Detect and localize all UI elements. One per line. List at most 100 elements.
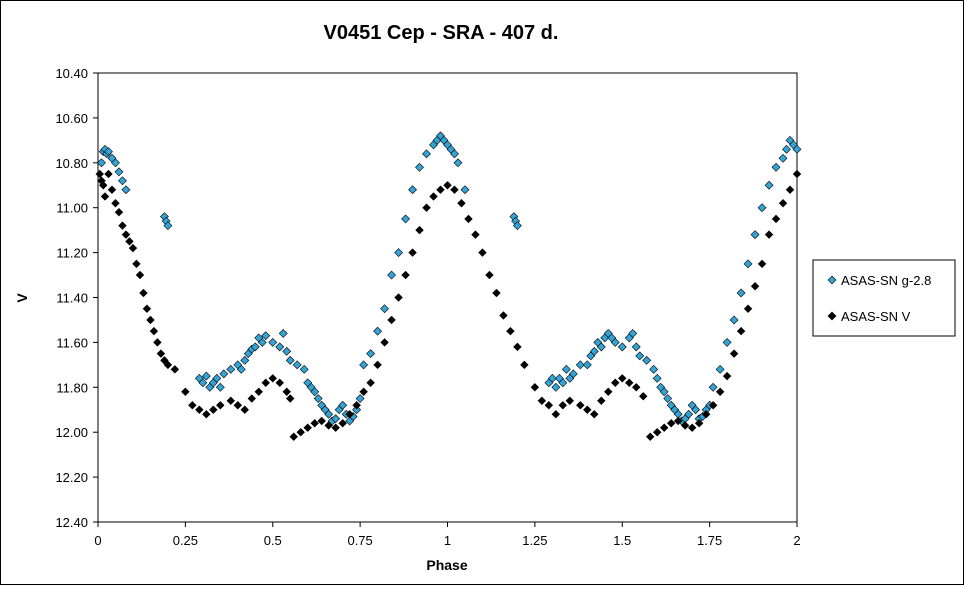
x-tick-label: 0.75: [347, 533, 372, 548]
data-point-v: [296, 427, 305, 437]
data-point-g: [460, 185, 470, 195]
data-point-v: [792, 169, 802, 179]
data-point-g: [380, 304, 390, 314]
data-point-g: [408, 185, 417, 195]
data-point-v: [513, 342, 522, 352]
x-tick-label: 2: [793, 533, 800, 548]
data-point-v: [450, 185, 459, 195]
data-point-v: [687, 423, 697, 432]
data-point-v: [153, 338, 162, 347]
data-point-g: [652, 373, 662, 383]
data-point-v: [111, 198, 120, 208]
legend-label-g: ASAS-SN g-2.8: [841, 273, 931, 288]
chart-title: V0451 Cep - SRA - 407 d.: [324, 22, 559, 44]
data-point-g: [561, 364, 571, 374]
data-point-g: [782, 144, 791, 154]
data-point-v: [499, 311, 508, 320]
data-point-g: [575, 360, 585, 370]
y-tick-label: 10.40: [55, 66, 88, 81]
data-point-g: [422, 149, 431, 159]
data-point-v: [764, 230, 774, 239]
data-point-g: [729, 315, 739, 325]
data-point-g: [111, 158, 120, 168]
data-point-g: [596, 342, 606, 352]
data-point-v: [485, 270, 494, 280]
data-point-g: [642, 355, 652, 365]
data-point-g: [198, 378, 208, 388]
data-point-g: [352, 405, 362, 415]
data-point-g: [635, 351, 645, 361]
data-point-g: [359, 360, 369, 370]
data-point-g: [310, 387, 320, 397]
data-point-v: [149, 326, 159, 336]
data-point-v: [352, 400, 361, 410]
data-point-v: [233, 400, 243, 410]
data-point-g: [582, 360, 592, 370]
data-points: [95, 131, 802, 441]
data-point-v: [202, 409, 211, 419]
data-point-g: [551, 382, 561, 392]
data-point-g: [313, 394, 323, 403]
data-point-g: [589, 346, 599, 356]
data-point-g: [373, 326, 383, 336]
data-point-g: [226, 364, 236, 374]
data-point-g: [236, 364, 246, 374]
data-point-v: [114, 207, 124, 217]
data-point-v: [464, 214, 473, 224]
data-point-v: [583, 405, 592, 415]
data-point-g: [450, 149, 459, 159]
data-point-v: [401, 270, 410, 280]
data-point-v: [289, 432, 299, 441]
data-point-v: [785, 185, 795, 195]
data-point-v: [132, 259, 141, 269]
data-point-v: [104, 169, 113, 179]
data-point-g: [736, 288, 746, 298]
data-point-v: [603, 387, 613, 397]
data-point-g: [324, 409, 334, 419]
data-point-v: [408, 248, 417, 257]
data-point-g: [219, 369, 229, 379]
data-point-v: [590, 409, 599, 419]
data-point-v: [303, 423, 312, 432]
data-point-v: [125, 237, 134, 246]
data-point-g: [568, 369, 578, 379]
data-point-v: [652, 427, 662, 437]
data-point-g: [240, 355, 250, 365]
data-point-v: [596, 396, 606, 406]
data-point-v: [317, 416, 326, 426]
data-point-v: [638, 391, 648, 401]
data-point-v: [345, 409, 354, 419]
data-point-v: [457, 198, 466, 208]
data-point-g: [610, 337, 620, 347]
data-point-v: [729, 349, 739, 358]
data-point-v: [216, 400, 225, 410]
data-point-v: [163, 360, 173, 370]
y-tick-label: 12.00: [55, 425, 88, 440]
y-tick-label: 11.40: [56, 291, 88, 306]
data-point-v: [359, 387, 368, 397]
data-point-g: [663, 394, 673, 403]
data-point-v: [771, 214, 781, 224]
data-point-v: [107, 185, 117, 195]
data-point-v: [95, 169, 105, 179]
data-point-v: [394, 293, 403, 302]
x-tick-label: 0.25: [173, 533, 198, 548]
data-point-g: [764, 180, 774, 190]
data-point-v: [708, 400, 718, 410]
data-point-g: [261, 331, 271, 341]
data-point-v: [261, 378, 271, 388]
data-point-v: [415, 225, 424, 235]
data-point-g: [628, 328, 638, 338]
data-point-g: [104, 147, 113, 156]
data-point-g: [659, 387, 669, 397]
data-point-v: [478, 248, 487, 257]
data-point-g: [771, 162, 781, 172]
legend: ASAS-SN g-2.8 ASAS-SN V: [812, 259, 956, 337]
data-point-g: [722, 337, 732, 347]
data-point-v: [285, 394, 295, 403]
data-point-g: [631, 342, 641, 352]
data-point-g: [118, 176, 127, 186]
data-point-v: [631, 383, 641, 392]
data-point-g: [114, 167, 124, 177]
